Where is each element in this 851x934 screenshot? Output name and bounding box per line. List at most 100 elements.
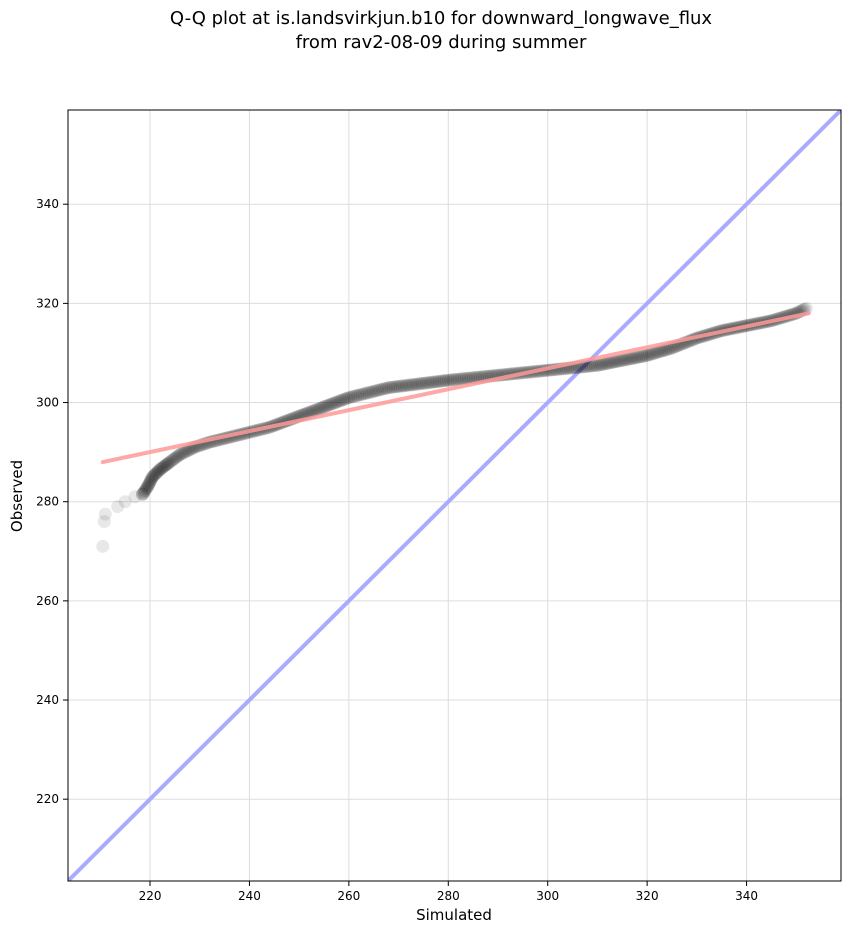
qq-point	[177, 446, 191, 460]
qq-point	[615, 353, 629, 367]
y-tick-label: 320	[36, 296, 59, 310]
qq-point	[419, 376, 433, 390]
qq-point	[353, 388, 367, 402]
qq-point	[415, 377, 429, 391]
axis-ticks: 220 240 260 280 300 320 340 220 240 260 280 300 320 3…	[36, 197, 758, 903]
qq-point	[377, 382, 391, 396]
qq-point	[163, 455, 177, 469]
y-tick-label: 340	[36, 197, 59, 211]
qq-point	[632, 350, 646, 364]
qq-point	[342, 391, 356, 405]
qq-point	[605, 355, 619, 369]
qq-point	[336, 393, 350, 407]
qq-point	[136, 487, 150, 501]
x-axis-label: Simulated	[416, 906, 492, 924]
qq-point	[161, 456, 175, 470]
qq-point	[139, 482, 153, 496]
qq-point	[597, 357, 611, 371]
qq-point	[624, 352, 638, 366]
reference-lines	[68, 110, 841, 881]
qq-point	[306, 404, 320, 418]
qq-point	[324, 397, 338, 411]
qq-point	[626, 351, 640, 365]
qq-point	[97, 515, 111, 529]
qq-point	[328, 396, 342, 410]
qq-point	[98, 507, 112, 521]
qq-point	[592, 358, 606, 372]
qq-point	[153, 462, 167, 476]
qq-point	[320, 399, 334, 413]
qq-point	[439, 373, 453, 387]
qq-point	[657, 343, 671, 357]
qq-point	[397, 379, 411, 393]
qq-point	[173, 448, 187, 462]
qq-point	[138, 484, 152, 498]
y-axis-label: Observed	[8, 460, 26, 532]
qq-point	[302, 405, 316, 419]
qq-point	[170, 450, 184, 464]
qq-point	[322, 398, 336, 412]
qq-point	[404, 378, 418, 392]
qq-point	[590, 358, 604, 372]
qq-point	[318, 400, 332, 414]
fit-line	[100, 311, 811, 465]
qq-point	[395, 379, 409, 393]
qq-point	[155, 461, 169, 475]
qq-point	[621, 352, 635, 366]
qq-point	[128, 490, 142, 504]
qq-point	[384, 380, 398, 394]
qq-point	[428, 375, 442, 389]
y-tick-label: 220	[36, 792, 59, 806]
x-tick-label: 320	[636, 889, 659, 903]
qq-point	[638, 349, 652, 363]
qq-point	[144, 474, 158, 488]
qq-point	[601, 356, 615, 370]
qq-point	[310, 402, 324, 416]
qq-point	[603, 356, 617, 370]
qq-point	[314, 401, 328, 415]
qq-point	[151, 464, 165, 478]
qq-point	[326, 397, 340, 411]
qq-point	[450, 372, 464, 386]
qq-point	[579, 359, 593, 373]
qq-point	[613, 354, 627, 368]
qq-point	[448, 373, 462, 387]
qq-point	[368, 384, 382, 398]
qq-point	[344, 390, 358, 404]
y-tick-label: 260	[36, 594, 59, 608]
grid	[68, 110, 841, 881]
qq-point	[653, 345, 667, 359]
qq-point	[648, 346, 662, 360]
qq-point	[462, 371, 476, 385]
qq-point	[390, 380, 404, 394]
qq-point	[646, 347, 660, 361]
qq-point	[435, 374, 449, 388]
qq-point	[175, 447, 189, 461]
qq-point	[312, 402, 326, 416]
qq-point	[581, 359, 595, 373]
x-tick-label: 300	[536, 889, 559, 903]
qq-point	[424, 375, 438, 389]
qq-point	[444, 373, 458, 387]
x-tick-label: 260	[337, 889, 360, 903]
qq-point	[577, 360, 591, 374]
qq-point	[366, 385, 380, 399]
qq-point	[413, 377, 427, 391]
qq-point	[630, 350, 644, 364]
qq-point	[304, 405, 318, 419]
qq-point	[586, 359, 600, 373]
qq-point	[455, 372, 469, 386]
qq-point	[166, 453, 180, 467]
qq-point	[599, 357, 613, 371]
qq-point	[160, 458, 174, 472]
qq-point	[348, 389, 362, 403]
qq-point	[346, 389, 360, 403]
chart-title-line-1: Q-Q plot at is.landsvirkjun.b10 for down…	[170, 8, 713, 29]
qq-point	[136, 487, 150, 501]
qq-point	[371, 383, 385, 397]
plot-frame	[67, 109, 842, 882]
qq-point	[609, 355, 623, 369]
qq-point	[402, 378, 416, 392]
qq-point	[644, 347, 658, 361]
